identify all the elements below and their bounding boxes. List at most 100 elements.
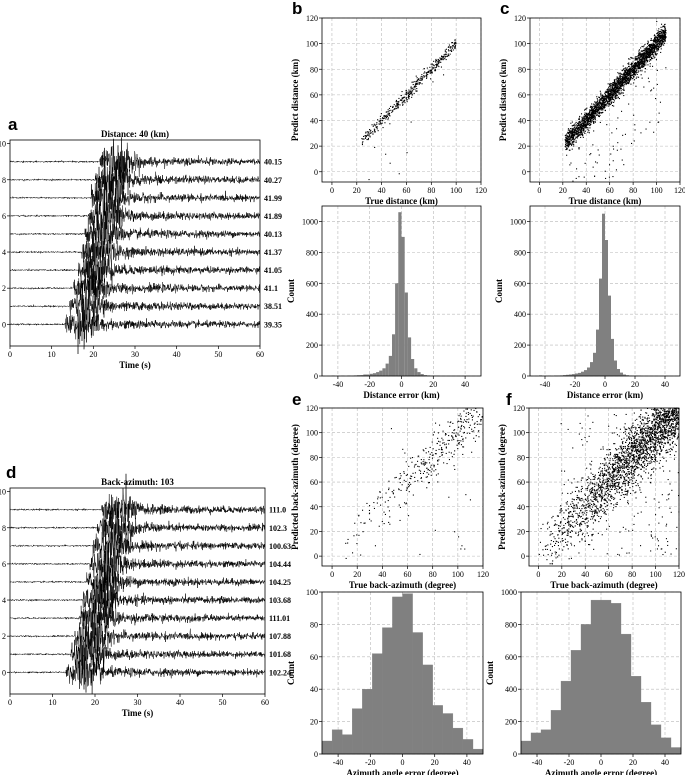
b-point [433, 67, 435, 69]
c-point [609, 99, 611, 101]
c-point [583, 117, 585, 119]
c-point [645, 54, 647, 56]
e-point [383, 523, 385, 525]
f-point [574, 490, 576, 492]
c-point [601, 107, 603, 109]
f-point [654, 456, 656, 458]
c-point [638, 68, 640, 70]
e-point [460, 427, 462, 429]
f-point [625, 441, 627, 443]
f-point [595, 519, 597, 521]
b-point [388, 107, 390, 109]
f-point [659, 432, 661, 434]
b-point [396, 101, 398, 103]
c-point [572, 128, 574, 130]
c-point [584, 127, 586, 129]
f-point [650, 462, 652, 464]
f-point [647, 463, 649, 465]
f-point [646, 457, 648, 459]
f-point [632, 486, 634, 488]
e-point [465, 415, 467, 417]
f-point [551, 517, 553, 519]
c-point [609, 100, 611, 102]
f-point [652, 439, 654, 441]
c-point [579, 122, 581, 124]
f-point [581, 477, 583, 479]
c-point [576, 132, 578, 134]
c-point [649, 46, 651, 48]
b-point [441, 56, 443, 58]
c-point [639, 58, 641, 60]
c-point [620, 73, 622, 75]
c-point [584, 116, 586, 118]
c-point [632, 77, 634, 79]
f-point [612, 485, 614, 487]
b-point [363, 135, 365, 137]
e-point [468, 421, 470, 423]
c-point [582, 121, 584, 123]
c-point [665, 37, 667, 39]
e-point [414, 476, 416, 478]
f-point [676, 426, 678, 428]
d-xtick-label: 30 [134, 698, 142, 707]
a-title: Distance: 40 (km) [101, 129, 169, 139]
f-point [646, 419, 648, 421]
c-point [596, 162, 598, 164]
c-point [622, 76, 624, 78]
c-point [596, 106, 598, 108]
c-point [633, 68, 635, 70]
f-point [601, 474, 603, 476]
f-point [616, 434, 618, 436]
e-point [444, 434, 446, 436]
b-point [455, 41, 457, 43]
c-point [604, 94, 606, 96]
c-point [605, 97, 607, 99]
e-point [432, 434, 434, 436]
f-point [556, 515, 558, 517]
c-point [615, 93, 617, 95]
c-point [655, 54, 657, 56]
c-point [624, 82, 626, 84]
f-point [647, 421, 649, 423]
c-point [654, 35, 656, 37]
b-point [453, 46, 455, 48]
c-point [655, 45, 657, 47]
c-point [580, 126, 582, 128]
c-point [589, 111, 591, 113]
c-point [660, 51, 662, 53]
c-point [596, 107, 598, 109]
c-point [571, 125, 573, 127]
e-point [473, 409, 475, 411]
b-point [443, 58, 445, 60]
c-point [616, 95, 618, 97]
c-point [638, 65, 640, 67]
f-point [673, 415, 675, 417]
f-point [614, 470, 616, 472]
f-point [658, 424, 660, 426]
c-point [597, 99, 599, 101]
f-point [664, 413, 666, 415]
c-point [578, 130, 580, 132]
e-point [454, 468, 456, 470]
c-point [590, 119, 592, 121]
b-point [399, 99, 401, 101]
e-point [465, 494, 467, 496]
c-point [587, 117, 589, 119]
c-point [633, 67, 635, 69]
f-point [662, 434, 664, 436]
e-point [423, 459, 425, 461]
e-point [428, 482, 430, 484]
c-point [567, 139, 569, 141]
e-point [356, 534, 358, 536]
c-point [646, 52, 648, 54]
e-point [478, 423, 480, 425]
e-point [444, 444, 446, 446]
e-point [373, 507, 375, 509]
c-point [588, 116, 590, 118]
b-point [410, 86, 412, 88]
f-point [568, 528, 570, 530]
b-point [437, 63, 439, 65]
c-point [631, 142, 633, 144]
e-point [377, 498, 379, 500]
c-point [564, 139, 566, 141]
